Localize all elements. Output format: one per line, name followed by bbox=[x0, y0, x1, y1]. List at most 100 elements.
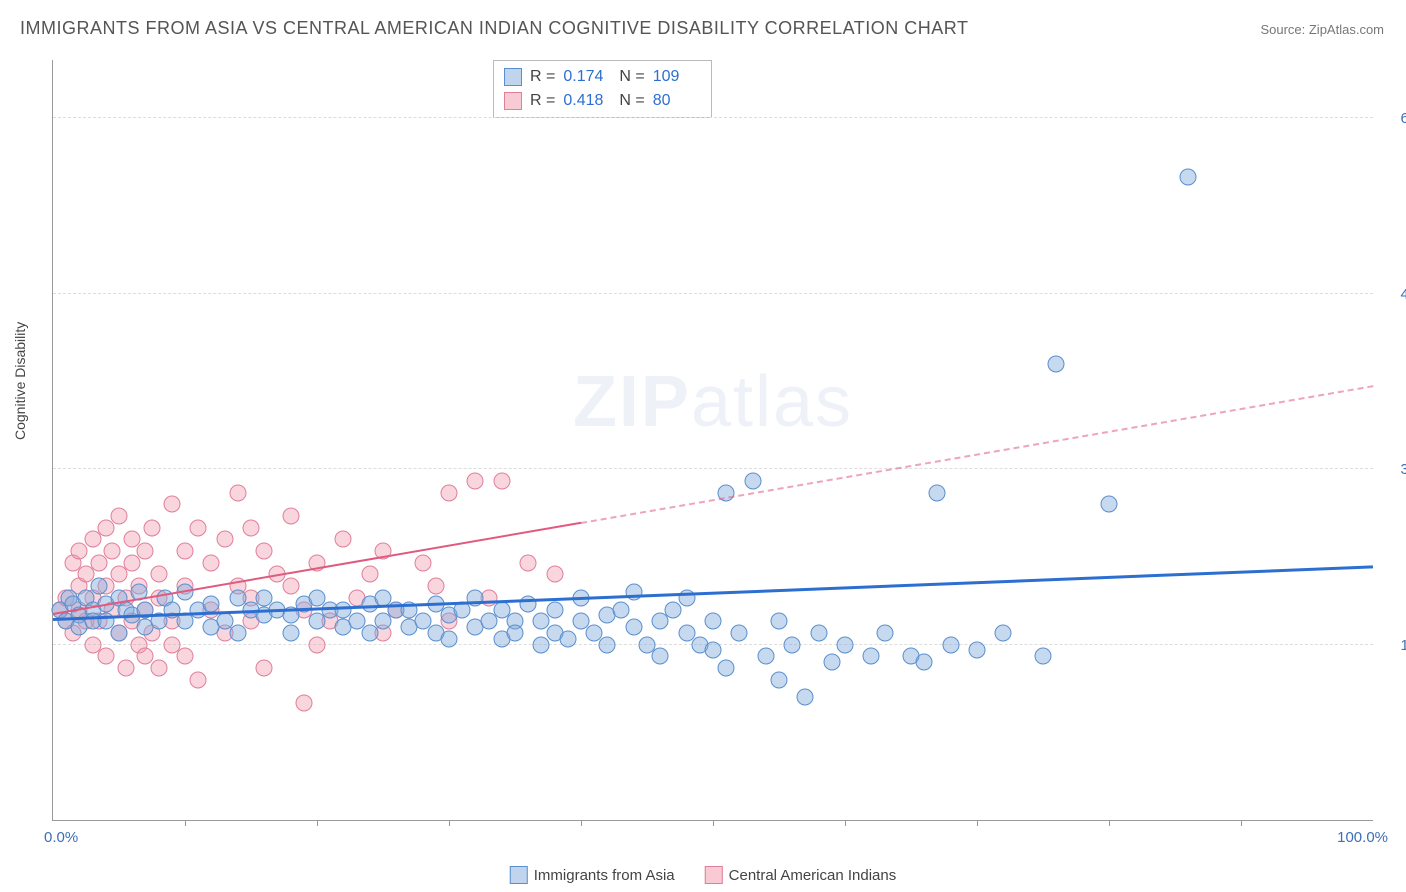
scatter-point-pink bbox=[150, 566, 167, 583]
scatter-point-pink bbox=[177, 543, 194, 560]
scatter-point-blue bbox=[546, 601, 563, 618]
scatter-point-pink bbox=[97, 648, 114, 665]
scatter-point-blue bbox=[91, 578, 108, 595]
legend-swatch-blue bbox=[510, 866, 528, 884]
scatter-point-blue bbox=[771, 613, 788, 630]
scatter-point-pink bbox=[441, 484, 458, 501]
scatter-point-blue bbox=[652, 648, 669, 665]
y-tick-label: 60.0% bbox=[1383, 110, 1406, 127]
stat-R-label: R = bbox=[530, 68, 555, 86]
scatter-point-blue bbox=[705, 613, 722, 630]
legend-label-pink: Central American Indians bbox=[729, 867, 897, 884]
scatter-point-pink bbox=[163, 496, 180, 513]
stats-row-2: R = 0.418 N = 80 bbox=[504, 89, 701, 113]
scatter-point-blue bbox=[1048, 356, 1065, 373]
scatter-point-blue bbox=[507, 624, 524, 641]
scatter-point-pink bbox=[203, 554, 220, 571]
scatter-point-pink bbox=[282, 508, 299, 525]
scatter-point-blue bbox=[361, 624, 378, 641]
scatter-point-pink bbox=[282, 578, 299, 595]
x-tick-mark bbox=[845, 820, 846, 826]
x-tick-100: 100.0% bbox=[1337, 829, 1388, 846]
scatter-point-blue bbox=[797, 689, 814, 706]
scatter-point-pink bbox=[309, 636, 326, 653]
scatter-point-pink bbox=[177, 648, 194, 665]
stat-N-label: N = bbox=[619, 68, 644, 86]
scatter-point-blue bbox=[876, 624, 893, 641]
scatter-point-pink bbox=[111, 508, 128, 525]
scatter-point-blue bbox=[441, 630, 458, 647]
y-tick-label: 30.0% bbox=[1383, 461, 1406, 478]
x-tick-mark bbox=[713, 820, 714, 826]
scatter-point-blue bbox=[995, 624, 1012, 641]
scatter-point-pink bbox=[295, 695, 312, 712]
chart-title: IMMIGRANTS FROM ASIA VS CENTRAL AMERICAN… bbox=[20, 18, 968, 39]
scatter-point-pink bbox=[117, 660, 134, 677]
scatter-point-blue bbox=[111, 624, 128, 641]
scatter-point-pink bbox=[144, 519, 161, 536]
scatter-point-pink bbox=[256, 660, 273, 677]
legend-label-blue: Immigrants from Asia bbox=[534, 867, 675, 884]
scatter-point-blue bbox=[625, 619, 642, 636]
legend-swatch-pink bbox=[705, 866, 723, 884]
scatter-point-blue bbox=[771, 671, 788, 688]
scatter-point-blue bbox=[757, 648, 774, 665]
scatter-point-pink bbox=[361, 566, 378, 583]
scatter-point-pink bbox=[97, 519, 114, 536]
stat-N-pink: 80 bbox=[653, 92, 701, 110]
scatter-point-pink bbox=[427, 578, 444, 595]
legend-swatch-pink bbox=[504, 92, 522, 110]
source-label: Source: ZipAtlas.com bbox=[1260, 22, 1384, 37]
scatter-point-blue bbox=[705, 642, 722, 659]
x-tick-mark bbox=[317, 820, 318, 826]
scatter-point-pink bbox=[414, 554, 431, 571]
x-tick-mark bbox=[977, 820, 978, 826]
scatter-point-blue bbox=[942, 636, 959, 653]
x-tick-mark bbox=[581, 820, 582, 826]
stat-R-pink: 0.418 bbox=[563, 92, 611, 110]
stats-row-1: R = 0.174 N = 109 bbox=[504, 65, 701, 89]
scatter-point-pink bbox=[467, 472, 484, 489]
scatter-point-pink bbox=[104, 543, 121, 560]
stat-N-label: N = bbox=[619, 92, 644, 110]
scatter-point-pink bbox=[150, 660, 167, 677]
scatter-point-pink bbox=[546, 566, 563, 583]
scatter-point-blue bbox=[203, 595, 220, 612]
scatter-point-blue bbox=[916, 654, 933, 671]
scatter-point-pink bbox=[216, 531, 233, 548]
scatter-point-blue bbox=[559, 630, 576, 647]
scatter-point-blue bbox=[784, 636, 801, 653]
stat-R-label: R = bbox=[530, 92, 555, 110]
legend-swatch-blue bbox=[504, 68, 522, 86]
scatter-point-pink bbox=[256, 543, 273, 560]
scatter-point-blue bbox=[810, 624, 827, 641]
scatter-point-pink bbox=[335, 531, 352, 548]
scatter-point-blue bbox=[1180, 168, 1197, 185]
scatter-point-blue bbox=[1035, 648, 1052, 665]
legend-item-pink: Central American Indians bbox=[705, 866, 897, 884]
scatter-point-pink bbox=[520, 554, 537, 571]
watermark-bold: ZIP bbox=[573, 362, 691, 442]
watermark: ZIPatlas bbox=[573, 361, 853, 443]
scatter-point-blue bbox=[823, 654, 840, 671]
scatter-point-blue bbox=[731, 624, 748, 641]
scatter-point-blue bbox=[520, 595, 537, 612]
y-axis-label: Cognitive Disability bbox=[12, 322, 28, 440]
scatter-point-blue bbox=[612, 601, 629, 618]
scatter-point-blue bbox=[863, 648, 880, 665]
scatter-point-blue bbox=[718, 660, 735, 677]
x-tick-mark bbox=[185, 820, 186, 826]
stat-R-blue: 0.174 bbox=[563, 68, 611, 86]
x-tick-mark bbox=[1109, 820, 1110, 826]
scatter-point-pink bbox=[493, 472, 510, 489]
scatter-point-blue bbox=[969, 642, 986, 659]
scatter-point-pink bbox=[229, 484, 246, 501]
stat-N-blue: 109 bbox=[653, 68, 701, 86]
scatter-point-pink bbox=[190, 519, 207, 536]
y-tick-label: 45.0% bbox=[1383, 286, 1406, 303]
gridline bbox=[53, 293, 1373, 294]
y-tick-label: 15.0% bbox=[1383, 637, 1406, 654]
x-tick-0: 0.0% bbox=[44, 829, 78, 846]
scatter-point-blue bbox=[599, 636, 616, 653]
x-tick-mark bbox=[1241, 820, 1242, 826]
